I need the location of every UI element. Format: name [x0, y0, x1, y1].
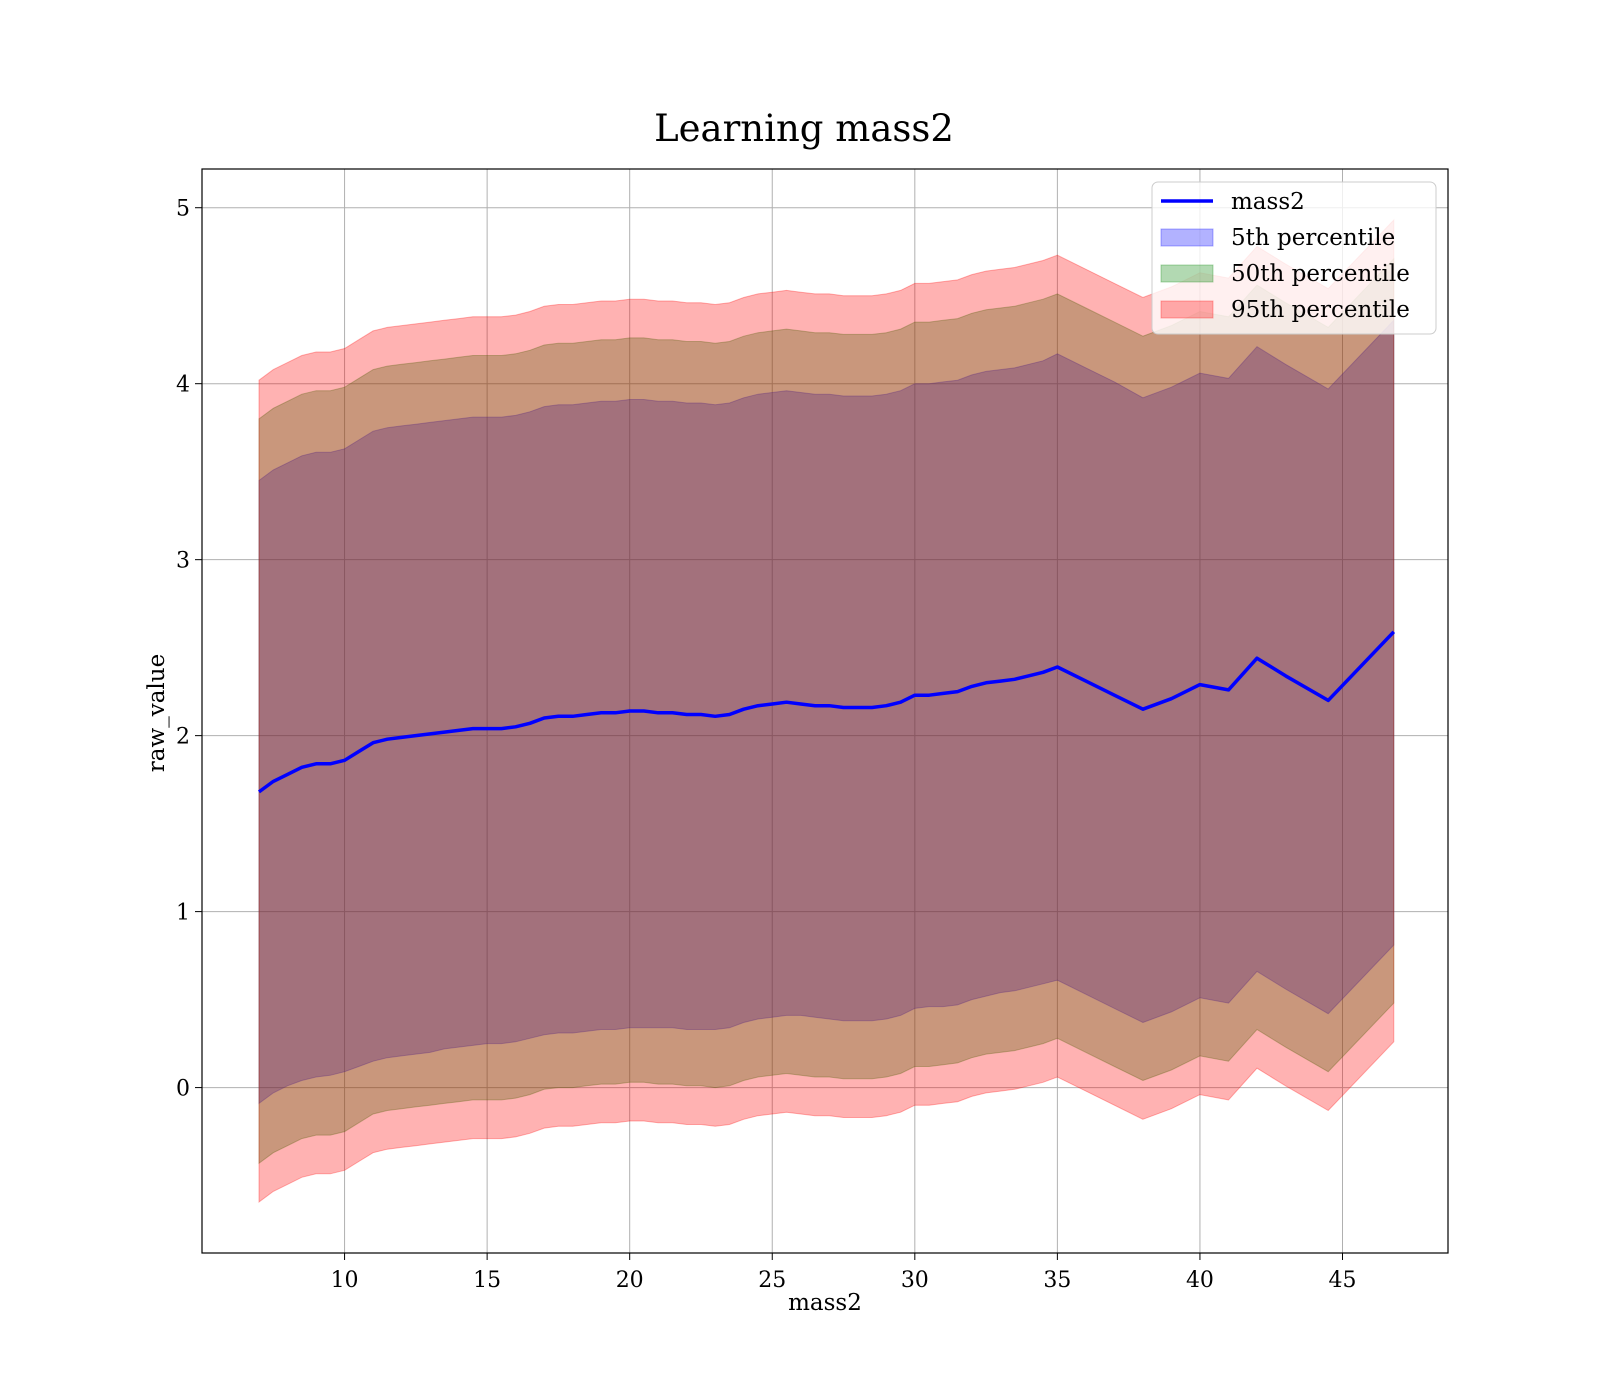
- x-tick-label: 45: [1329, 1268, 1357, 1293]
- series-lines: [257, 630, 1396, 794]
- legend: mass2 5th percentile 50th percentile 95th p…: [1151, 181, 1437, 335]
- legend-patch-swatch: [1160, 264, 1214, 283]
- percentile-bands: [258, 218, 1395, 1203]
- x-tick-label: 20: [616, 1268, 644, 1293]
- legend-patch-swatch: [1160, 228, 1214, 247]
- legend-label: 50th percentile: [1231, 261, 1410, 287]
- band-50th-percentile: [258, 257, 1395, 1165]
- legend-label: mass2: [1231, 189, 1305, 215]
- y-tick-label: 4: [176, 373, 190, 398]
- y-axis-label: raw_value: [144, 654, 170, 772]
- x-tick-label: 15: [473, 1268, 501, 1293]
- x-tick-label: 25: [758, 1268, 786, 1293]
- x-tick-label: 40: [1186, 1268, 1214, 1293]
- legend-box: [1151, 181, 1437, 335]
- y-tick-label: 2: [176, 725, 190, 750]
- y-tick-label: 5: [176, 197, 190, 222]
- legend-patch-swatch: [1160, 300, 1214, 319]
- x-tick-label: 30: [901, 1268, 929, 1293]
- band-5th-percentile: [258, 319, 1395, 1105]
- band-95th-percentile: [258, 218, 1395, 1203]
- x-tick-label: 10: [331, 1268, 359, 1293]
- y-ticks: 0 1 2 3 4 5: [176, 197, 202, 1102]
- y-tick-label: 3: [176, 549, 190, 574]
- legend-label: 5th percentile: [1231, 225, 1395, 251]
- legend-label: 95th percentile: [1231, 297, 1410, 323]
- series-line-mass2: [257, 630, 1396, 794]
- x-tick-label: 35: [1043, 1268, 1071, 1293]
- x-ticks: 10 15 20 25 30 35 40 45: [331, 1253, 1357, 1293]
- plot-frame: [201, 168, 1449, 1254]
- y-tick-label: 0: [176, 1077, 190, 1102]
- chart-title: Learning mass2: [654, 107, 954, 150]
- x-axis-label: mass2: [788, 1290, 862, 1316]
- y-tick-label: 1: [176, 901, 190, 926]
